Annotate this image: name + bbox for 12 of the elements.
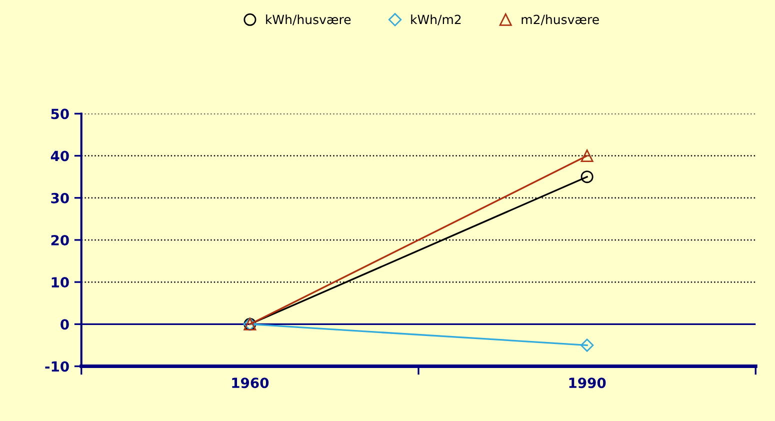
y-tick-label: 20 — [51, 234, 69, 246]
y-tick-label: -10 — [45, 361, 69, 372]
y-tick-label: 30 — [51, 192, 69, 204]
legend-label: m2/husvære — [522, 14, 599, 26]
y-tick-label: 10 — [52, 277, 69, 288]
legend-label: kWh/husvære — [266, 14, 351, 26]
y-tick-label: 50 — [51, 108, 69, 120]
y-tick-label: 40 — [50, 150, 69, 162]
x-tick-label: 1960 — [232, 378, 269, 388]
x-tick-label: 1990 — [569, 378, 606, 388]
y-tick-label: 0 — [60, 319, 69, 330]
legend-label: kWh/m2 — [411, 14, 461, 26]
